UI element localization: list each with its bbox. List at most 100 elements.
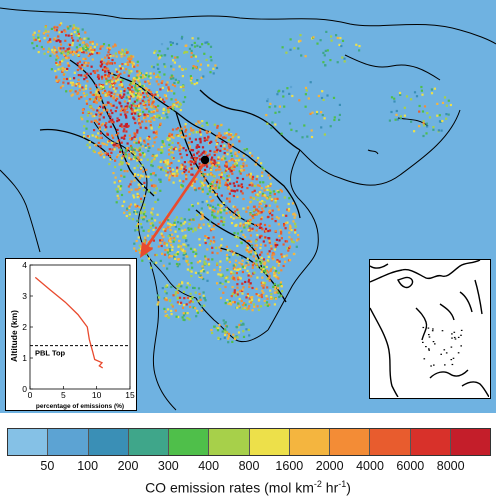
emission-pixel bbox=[175, 42, 179, 46]
emission-pixel bbox=[270, 247, 273, 250]
emission-pixel bbox=[338, 118, 341, 121]
emission-pixel bbox=[174, 218, 177, 222]
emission-pixel bbox=[274, 220, 277, 223]
emission-pixel bbox=[187, 227, 190, 230]
colorbar-swatch bbox=[289, 429, 330, 455]
emission-pixel bbox=[333, 118, 336, 122]
emission-pixel bbox=[194, 307, 197, 310]
emission-pixel bbox=[211, 331, 214, 335]
emission-pixel bbox=[111, 111, 114, 115]
colorbar-swatch bbox=[88, 429, 129, 455]
emission-pixel bbox=[151, 144, 154, 148]
emission-pixel bbox=[135, 107, 138, 110]
emission-pixel bbox=[150, 184, 154, 187]
emission-pixel bbox=[53, 29, 57, 32]
emission-pixel bbox=[236, 326, 239, 329]
emission-pixel bbox=[139, 87, 142, 90]
emission-pixel bbox=[123, 108, 127, 111]
emission-pixel bbox=[59, 47, 62, 50]
emission-pixel bbox=[294, 222, 297, 225]
emission-pixel bbox=[266, 304, 269, 307]
emission-pixel bbox=[61, 66, 64, 70]
emission-pixel bbox=[282, 90, 285, 93]
emission-pixel bbox=[208, 206, 211, 209]
emission-pixel bbox=[116, 93, 119, 96]
emission-pixel bbox=[165, 299, 168, 302]
emission-pixel bbox=[170, 255, 174, 258]
emission-pixel bbox=[182, 318, 185, 321]
emission-pixel bbox=[283, 224, 286, 227]
inset-island bbox=[425, 346, 427, 348]
emission-pixel bbox=[90, 106, 93, 110]
emission-pixel bbox=[167, 249, 170, 253]
emission-pixel bbox=[204, 168, 207, 172]
emission-pixel bbox=[179, 109, 182, 112]
emission-pixel bbox=[97, 96, 100, 99]
emission-pixel bbox=[237, 151, 240, 154]
emission-pixel bbox=[98, 94, 101, 97]
emission-pixel bbox=[127, 162, 130, 166]
emission-pixel bbox=[137, 80, 140, 83]
emission-pixel bbox=[142, 218, 145, 221]
emission-pixel bbox=[68, 47, 71, 50]
emission-pixel bbox=[92, 93, 95, 96]
emission-pixel bbox=[214, 193, 217, 196]
emission-pixel bbox=[106, 54, 109, 57]
emission-pixel bbox=[216, 134, 219, 137]
emission-pixel bbox=[141, 175, 144, 178]
emission-pixel bbox=[55, 51, 58, 54]
emission-pixel bbox=[290, 229, 293, 232]
emission-pixel bbox=[189, 79, 192, 82]
emission-pixel bbox=[240, 323, 243, 326]
emission-pixel bbox=[129, 203, 133, 206]
emission-pixel bbox=[437, 129, 440, 132]
emission-pixel bbox=[264, 303, 267, 306]
emission-pixel bbox=[358, 49, 361, 52]
emission-pixel bbox=[292, 220, 295, 223]
emission-pixel bbox=[147, 190, 150, 193]
emission-pixel bbox=[98, 128, 101, 131]
emission-pixel bbox=[229, 188, 232, 191]
emission-pixel bbox=[214, 165, 217, 168]
emission-pixel bbox=[206, 248, 209, 251]
emission-pixel bbox=[105, 103, 108, 107]
emission-pixel bbox=[238, 323, 241, 326]
emission-pixel bbox=[170, 237, 173, 240]
emission-pixel bbox=[224, 321, 227, 324]
profile-x-tick-label: 5 bbox=[61, 390, 66, 400]
emission-pixel bbox=[103, 156, 106, 159]
emission-pixel bbox=[220, 173, 223, 176]
profile-y-tick-label: 3 bbox=[22, 291, 27, 301]
emission-pixel bbox=[133, 196, 136, 199]
emission-pixel bbox=[178, 149, 181, 152]
emission-pixel bbox=[133, 211, 136, 214]
emission-pixel bbox=[83, 95, 86, 98]
emission-pixel bbox=[278, 295, 281, 299]
emission-pixel bbox=[175, 216, 178, 219]
emission-pixel bbox=[418, 104, 421, 108]
emission-pixel bbox=[71, 81, 74, 84]
emission-pixel bbox=[231, 158, 234, 161]
emission-pixel bbox=[273, 272, 276, 276]
emission-pixel bbox=[76, 49, 79, 52]
emission-pixel bbox=[170, 89, 173, 92]
emission-pixel bbox=[67, 82, 70, 85]
emission-pixel bbox=[293, 216, 296, 219]
emission-pixel bbox=[150, 93, 153, 96]
emission-pixel bbox=[255, 287, 258, 290]
emission-pixel bbox=[232, 333, 235, 336]
emission-pixel bbox=[260, 226, 263, 229]
emission-pixel bbox=[286, 87, 289, 90]
emission-pixel bbox=[149, 72, 152, 75]
emission-pixel bbox=[249, 253, 252, 256]
emission-pixel bbox=[134, 104, 137, 108]
emission-pixel bbox=[196, 131, 199, 134]
emission-pixel bbox=[109, 103, 112, 106]
emission-pixel bbox=[232, 253, 235, 256]
emission-pixel bbox=[177, 134, 180, 137]
emission-pixel bbox=[175, 128, 178, 131]
emission-pixel bbox=[154, 174, 157, 177]
emission-pixel bbox=[125, 125, 129, 128]
emission-pixel bbox=[123, 200, 126, 203]
emission-pixel bbox=[81, 68, 84, 71]
